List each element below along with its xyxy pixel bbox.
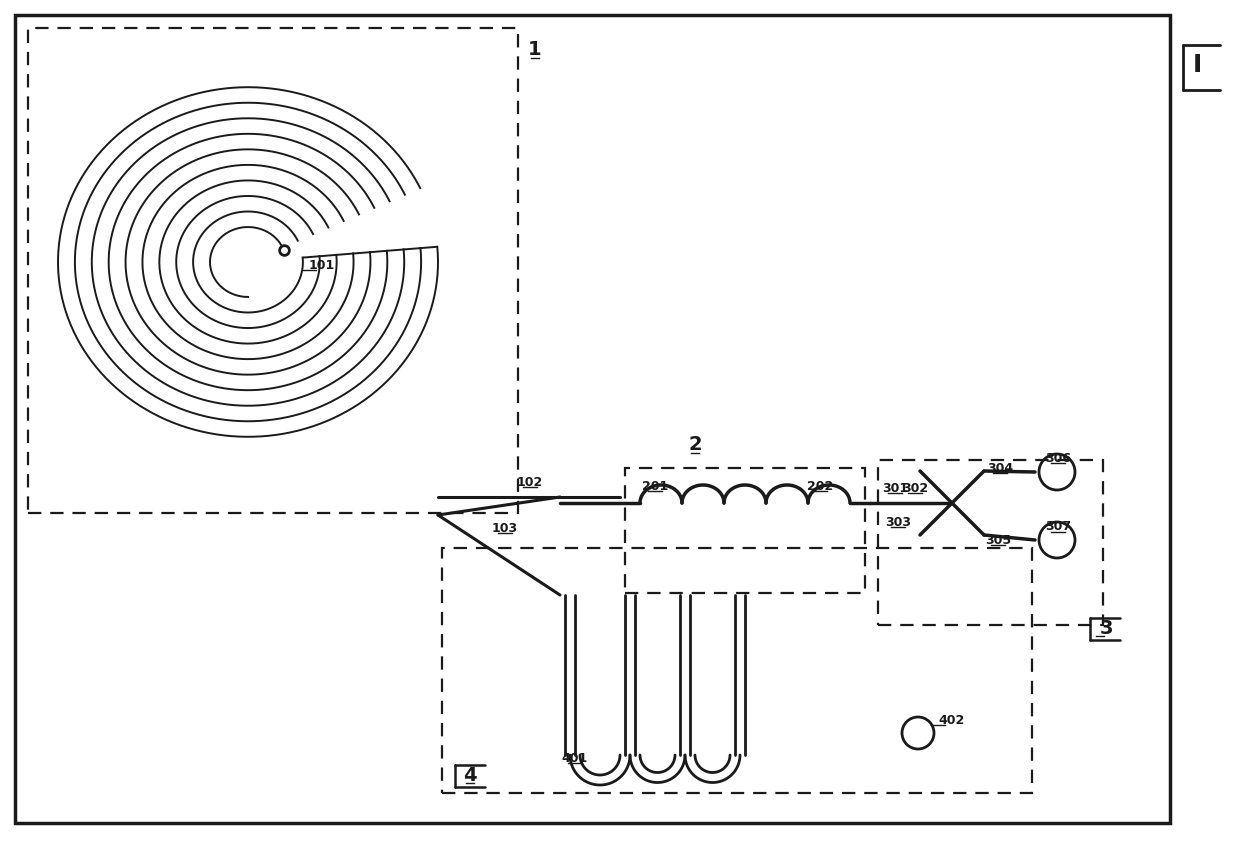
Text: 301: 301 [882, 481, 908, 494]
Text: 103: 103 [492, 522, 518, 534]
Text: 3: 3 [1100, 618, 1114, 638]
Text: 302: 302 [901, 481, 928, 494]
Text: 304: 304 [987, 462, 1013, 475]
Text: 102: 102 [517, 475, 543, 488]
Text: 201: 201 [642, 480, 668, 492]
Text: I: I [1193, 53, 1202, 77]
Text: 402: 402 [937, 714, 965, 727]
Text: 307: 307 [1045, 521, 1071, 534]
Text: 303: 303 [885, 516, 911, 528]
Text: 401: 401 [562, 752, 588, 764]
Text: 306: 306 [1045, 451, 1071, 464]
Text: 4: 4 [464, 765, 477, 785]
Text: 202: 202 [807, 480, 833, 492]
Text: 101: 101 [309, 258, 335, 272]
Text: 305: 305 [985, 534, 1011, 546]
Text: 1: 1 [528, 40, 542, 60]
Text: 2: 2 [688, 435, 702, 455]
